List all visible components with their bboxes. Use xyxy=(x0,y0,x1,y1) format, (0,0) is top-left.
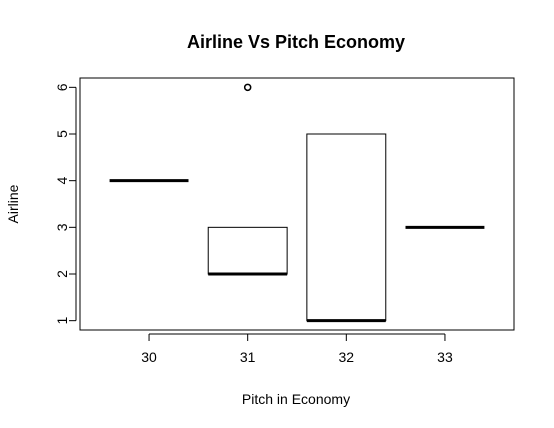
boxes xyxy=(109,83,485,323)
box-32 xyxy=(306,133,387,322)
box-31 xyxy=(207,226,288,275)
y-tick-label: 6 xyxy=(54,83,70,91)
x-tick-label: 32 xyxy=(339,349,355,365)
x-tick-label: 31 xyxy=(240,349,256,365)
y-tick-label: 4 xyxy=(54,177,70,185)
plot-frame xyxy=(79,77,515,331)
y-axis-label: Airline xyxy=(5,184,21,223)
y-tick-label: 3 xyxy=(54,223,70,231)
x-axis-label: Pitch in Economy xyxy=(242,391,350,407)
y-tick-label: 2 xyxy=(54,270,70,278)
y-tick-label: 5 xyxy=(54,130,70,138)
y-tick-label: 1 xyxy=(54,317,70,325)
x-axis: 30 31 32 33 xyxy=(141,333,453,365)
chart-title: Airline Vs Pitch Economy xyxy=(187,32,405,52)
outlier-31 xyxy=(243,83,252,92)
x-tick-label: 30 xyxy=(141,349,157,365)
x-tick-label: 33 xyxy=(437,349,453,365)
y-axis: 1 2 3 4 5 6 xyxy=(54,83,77,325)
